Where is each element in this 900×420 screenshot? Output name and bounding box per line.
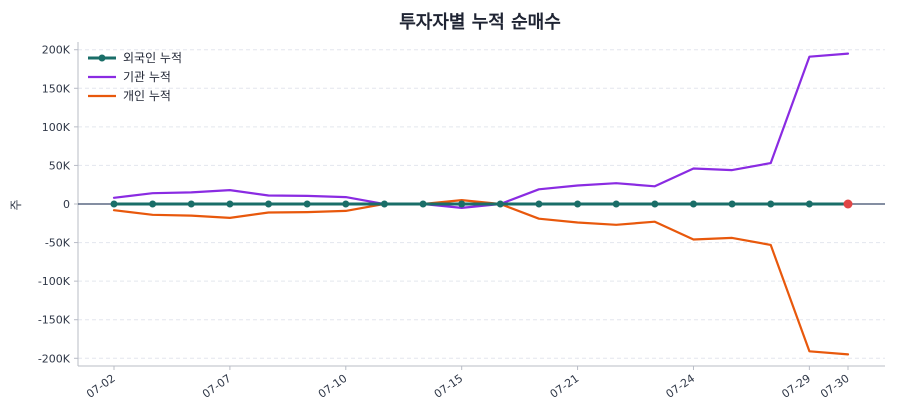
y-tick-label: 200K: [42, 44, 71, 57]
y-tick-label: 50K: [49, 159, 71, 172]
data-point-foreign: [303, 200, 311, 208]
x-tick-label: 07-24: [664, 372, 698, 401]
data-point-foreign: [380, 200, 388, 208]
y-tick-label: 0: [63, 198, 70, 211]
grid: [78, 49, 885, 359]
y-tick-label: 150K: [42, 82, 71, 95]
data-point-foreign: [805, 200, 813, 208]
data-point-foreign: [612, 200, 620, 208]
y-tick-label: -200K: [38, 352, 71, 365]
legend-marker-foreign: [98, 54, 106, 62]
x-tick-label: 07-30: [818, 372, 852, 401]
y-tick-label: -100K: [38, 275, 71, 288]
series-layer: [110, 52, 853, 356]
data-point-foreign: [265, 200, 273, 208]
y-tick-label: 100K: [42, 121, 71, 134]
x-tick-label: 07-07: [200, 372, 234, 401]
legend-label-foreign: 외국인 누적: [123, 51, 182, 65]
x-tick-label: 07-10: [316, 372, 350, 401]
data-point-foreign: [574, 200, 582, 208]
data-point-foreign: [728, 200, 736, 208]
data-point-foreign: [226, 200, 234, 208]
data-point-foreign: [342, 200, 350, 208]
y-axis-label: 주: [9, 199, 23, 210]
data-point-foreign: [767, 200, 775, 208]
legend-label-individual: 개인 누적: [123, 89, 171, 103]
data-point-foreign: [496, 200, 504, 208]
chart-title: 투자자별 누적 순매수: [399, 12, 561, 33]
data-point-foreign: [689, 200, 697, 208]
y-tick-label: -150K: [38, 314, 71, 327]
data-point-foreign: [110, 200, 118, 208]
data-point-foreign: [149, 200, 157, 208]
series-line-institution: [112, 52, 850, 209]
data-point-foreign: [535, 200, 543, 208]
data-point-foreign: [419, 200, 427, 208]
legend-label-institution: 기관 누적: [123, 70, 171, 84]
x-tick-label: 07-21: [548, 372, 582, 401]
x-tick-label: 07-02: [84, 372, 118, 401]
series-line-individual: [112, 199, 850, 356]
data-point-foreign: [187, 200, 195, 208]
x-tick-label: 07-29: [779, 372, 813, 401]
data-point-foreign: [651, 200, 659, 208]
x-tick-label: 07-15: [432, 372, 466, 401]
y-tick-label: -50K: [45, 237, 71, 250]
data-point-foreign: [458, 200, 466, 208]
latest-point-marker: [843, 199, 853, 209]
